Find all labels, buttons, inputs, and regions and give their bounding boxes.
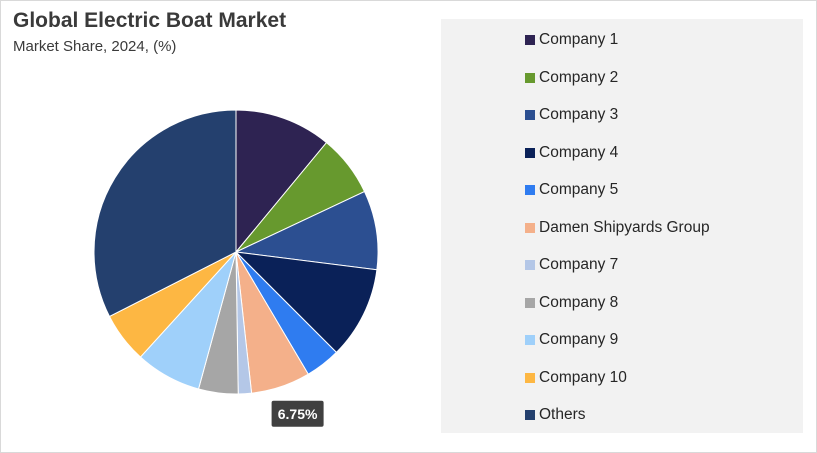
legend-swatch [525,147,535,158]
legend: Company 1 Company 2 Company 3 Company 4 Comp… [441,19,803,433]
legend-item: Company 5 [525,180,618,200]
pie-slice-company-1 [235,109,328,254]
chart-subtitle: Market Share, 2024, (%) [13,38,177,55]
legend-label: Company 9 [539,331,619,348]
legend-item: Company 7 [525,255,618,275]
legend-swatch [525,260,535,270]
pie-slice-company-3 [234,190,379,271]
legend-swatch [525,410,535,420]
legend-swatch [525,110,535,120]
legend-label: Company 2 [539,68,619,86]
legend-label: Company 3 [539,106,619,123]
legend-label: Damen Shipyards Group [539,218,710,236]
legend-label: Company 8 [539,293,619,311]
chart-title: Global Electric Boat Market [13,9,287,32]
legend-item: Company 3 [525,105,618,125]
pie-slice-others [93,109,237,318]
legend-item: Others [525,405,586,425]
legend-swatch [525,222,535,233]
legend-label: Company 10 [539,368,627,386]
legend-swatch [525,297,535,308]
legend-swatch [525,185,535,195]
legend-item: Company 4 [525,143,618,163]
legend-item: Company 9 [525,330,618,350]
pie-slice-company-4 [234,251,378,354]
data-label-box [271,400,324,427]
legend-label: Company 7 [539,256,619,273]
legend-item: Company 8 [525,293,618,313]
legend-label: Company 4 [539,143,619,161]
legend-item: Company 10 [525,368,627,388]
legend-item: Damen Shipyards Group [525,218,710,238]
legend-swatch [525,372,535,383]
legend-swatch [525,72,535,83]
legend-item: Company 1 [525,30,618,50]
legend-swatch [525,335,535,345]
data-label-text: 6.75% [278,406,318,422]
legend-item: Company 2 [525,68,618,88]
legend-swatch [525,35,535,45]
data-label-callout: 6.75% [271,400,324,427]
legend-label: Company 1 [539,31,619,48]
legend-label: Company 5 [539,181,619,198]
pie-chart: 6.75% [93,109,379,427]
legend-label: Others [539,406,586,423]
